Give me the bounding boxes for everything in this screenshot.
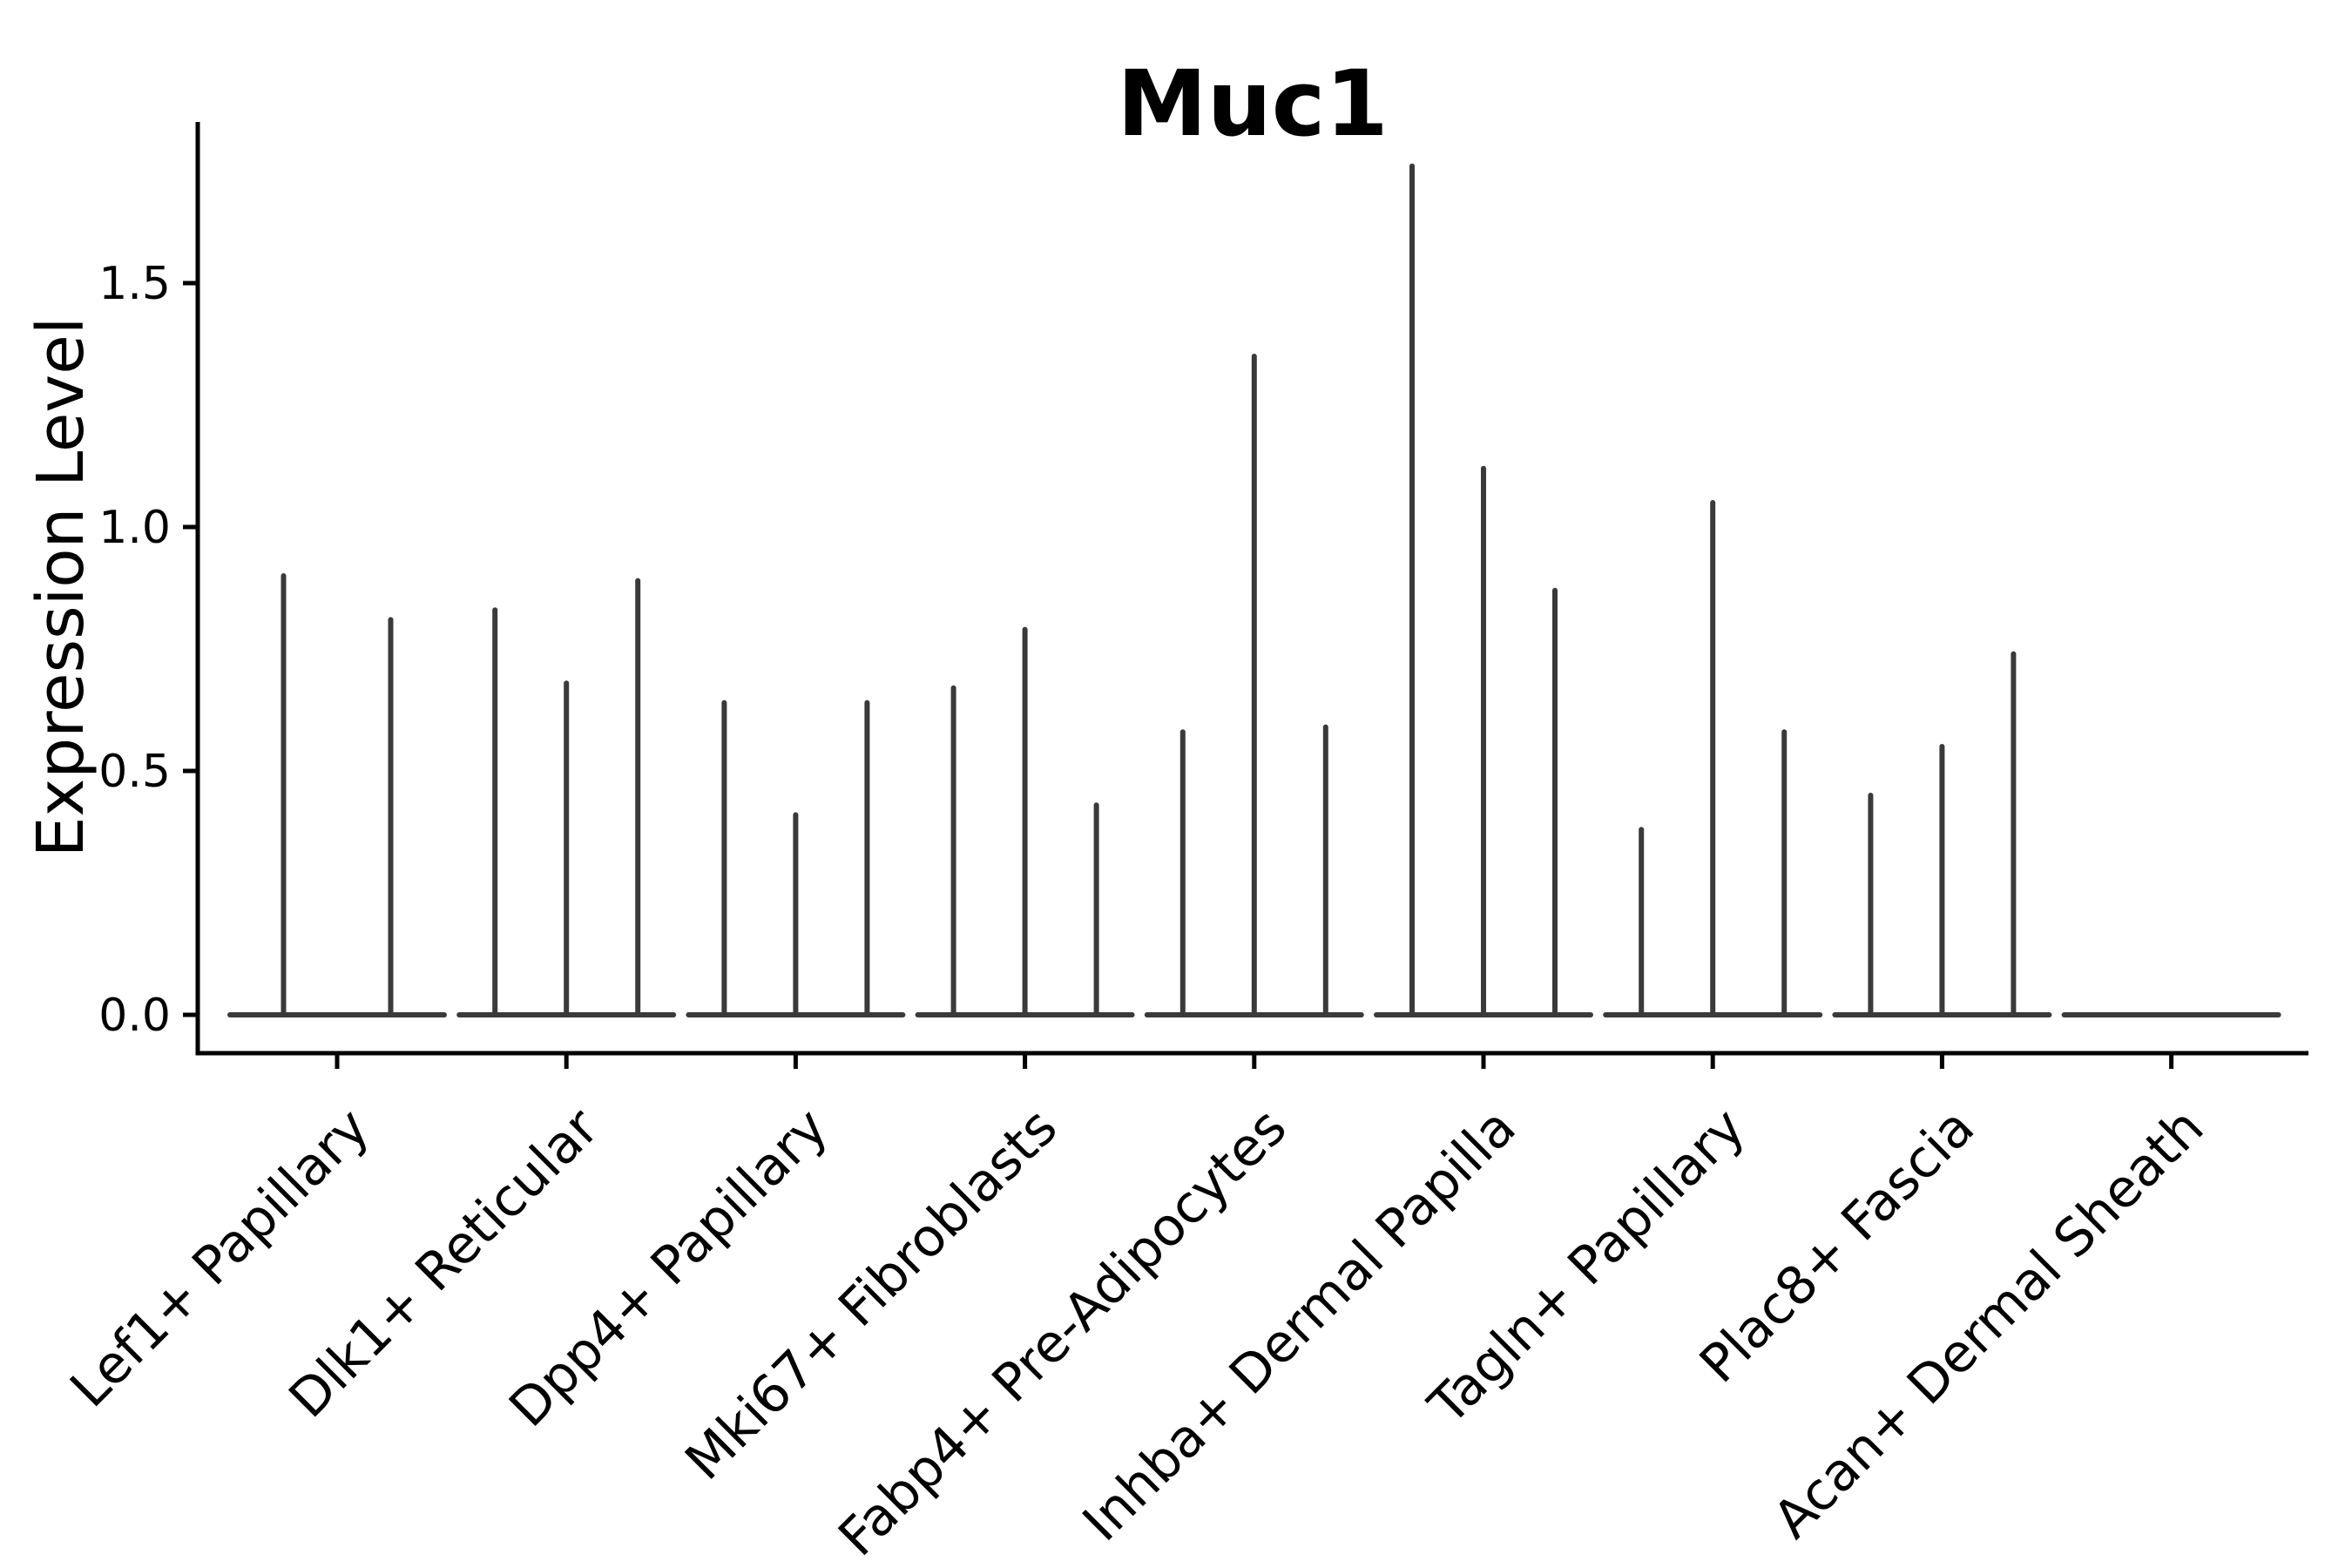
x-axis-tick-label: Acan+ Dermal Sheath — [1762, 1097, 2216, 1551]
y-axis-label: Expression Level — [24, 317, 98, 858]
y-axis-tick-label: 1.0 — [98, 502, 171, 554]
y-axis-tick-label: 1.5 — [98, 258, 171, 310]
y-axis-tick-label: 0.0 — [98, 990, 171, 1042]
x-axis-tick-label: Inhba+ Dermal Papilla — [1071, 1097, 1528, 1553]
x-axis-tick-label: Fabp4+ Pre-Adipocytes — [828, 1097, 1299, 1568]
y-axis-tick-label: 0.5 — [98, 746, 171, 798]
x-axis-tick-label: Mki67+ Fibroblasts — [674, 1097, 1070, 1492]
chart-title: Muc1 — [1117, 51, 1389, 157]
